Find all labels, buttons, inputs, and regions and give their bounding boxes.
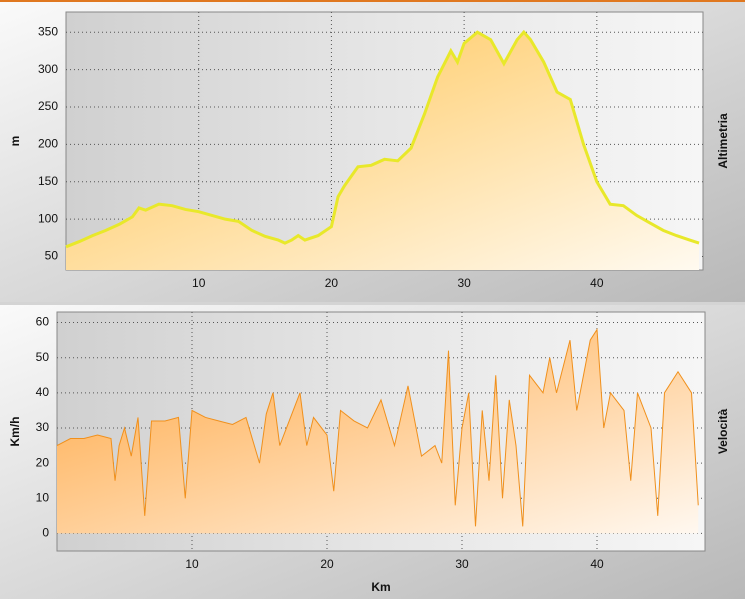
y-tick-label: 150 [38, 174, 58, 188]
side-label: Velocità [716, 408, 730, 454]
x-tick-label: 20 [320, 557, 334, 571]
area-fill [66, 32, 700, 271]
x-tick-label: 40 [590, 557, 604, 571]
side-label: Altimetria [716, 113, 730, 169]
x-tick-label: 40 [590, 276, 604, 290]
y-tick-label: 100 [38, 211, 58, 225]
y-axis-label: m [8, 136, 22, 147]
y-tick-label: 250 [38, 99, 58, 113]
y-tick-label: 40 [36, 385, 50, 399]
y-tick-label: 60 [36, 315, 50, 329]
x-tick-label: 30 [455, 557, 469, 571]
area-line [65, 29, 700, 249]
area-line [56, 328, 699, 527]
y-tick-label: 350 [38, 24, 58, 38]
y-tick-label: 30 [36, 420, 50, 434]
y-tick-label: 200 [38, 137, 58, 151]
y-tick-label: 50 [36, 350, 50, 364]
x-tick-label: 30 [457, 276, 471, 290]
y-tick-label: 0 [42, 526, 49, 540]
x-tick-label: 10 [185, 557, 199, 571]
y-axis-label: Km/h [8, 417, 22, 447]
y-tick-label: 300 [38, 62, 58, 76]
x-axis-label: Km [371, 580, 390, 594]
y-tick-label: 20 [36, 455, 50, 469]
top-border [0, 0, 745, 2]
x-tick-label: 20 [325, 276, 339, 290]
y-tick-label: 50 [45, 249, 59, 263]
y-tick-label: 10 [36, 490, 50, 504]
x-tick-label: 10 [192, 276, 206, 290]
area-fill [57, 329, 699, 534]
